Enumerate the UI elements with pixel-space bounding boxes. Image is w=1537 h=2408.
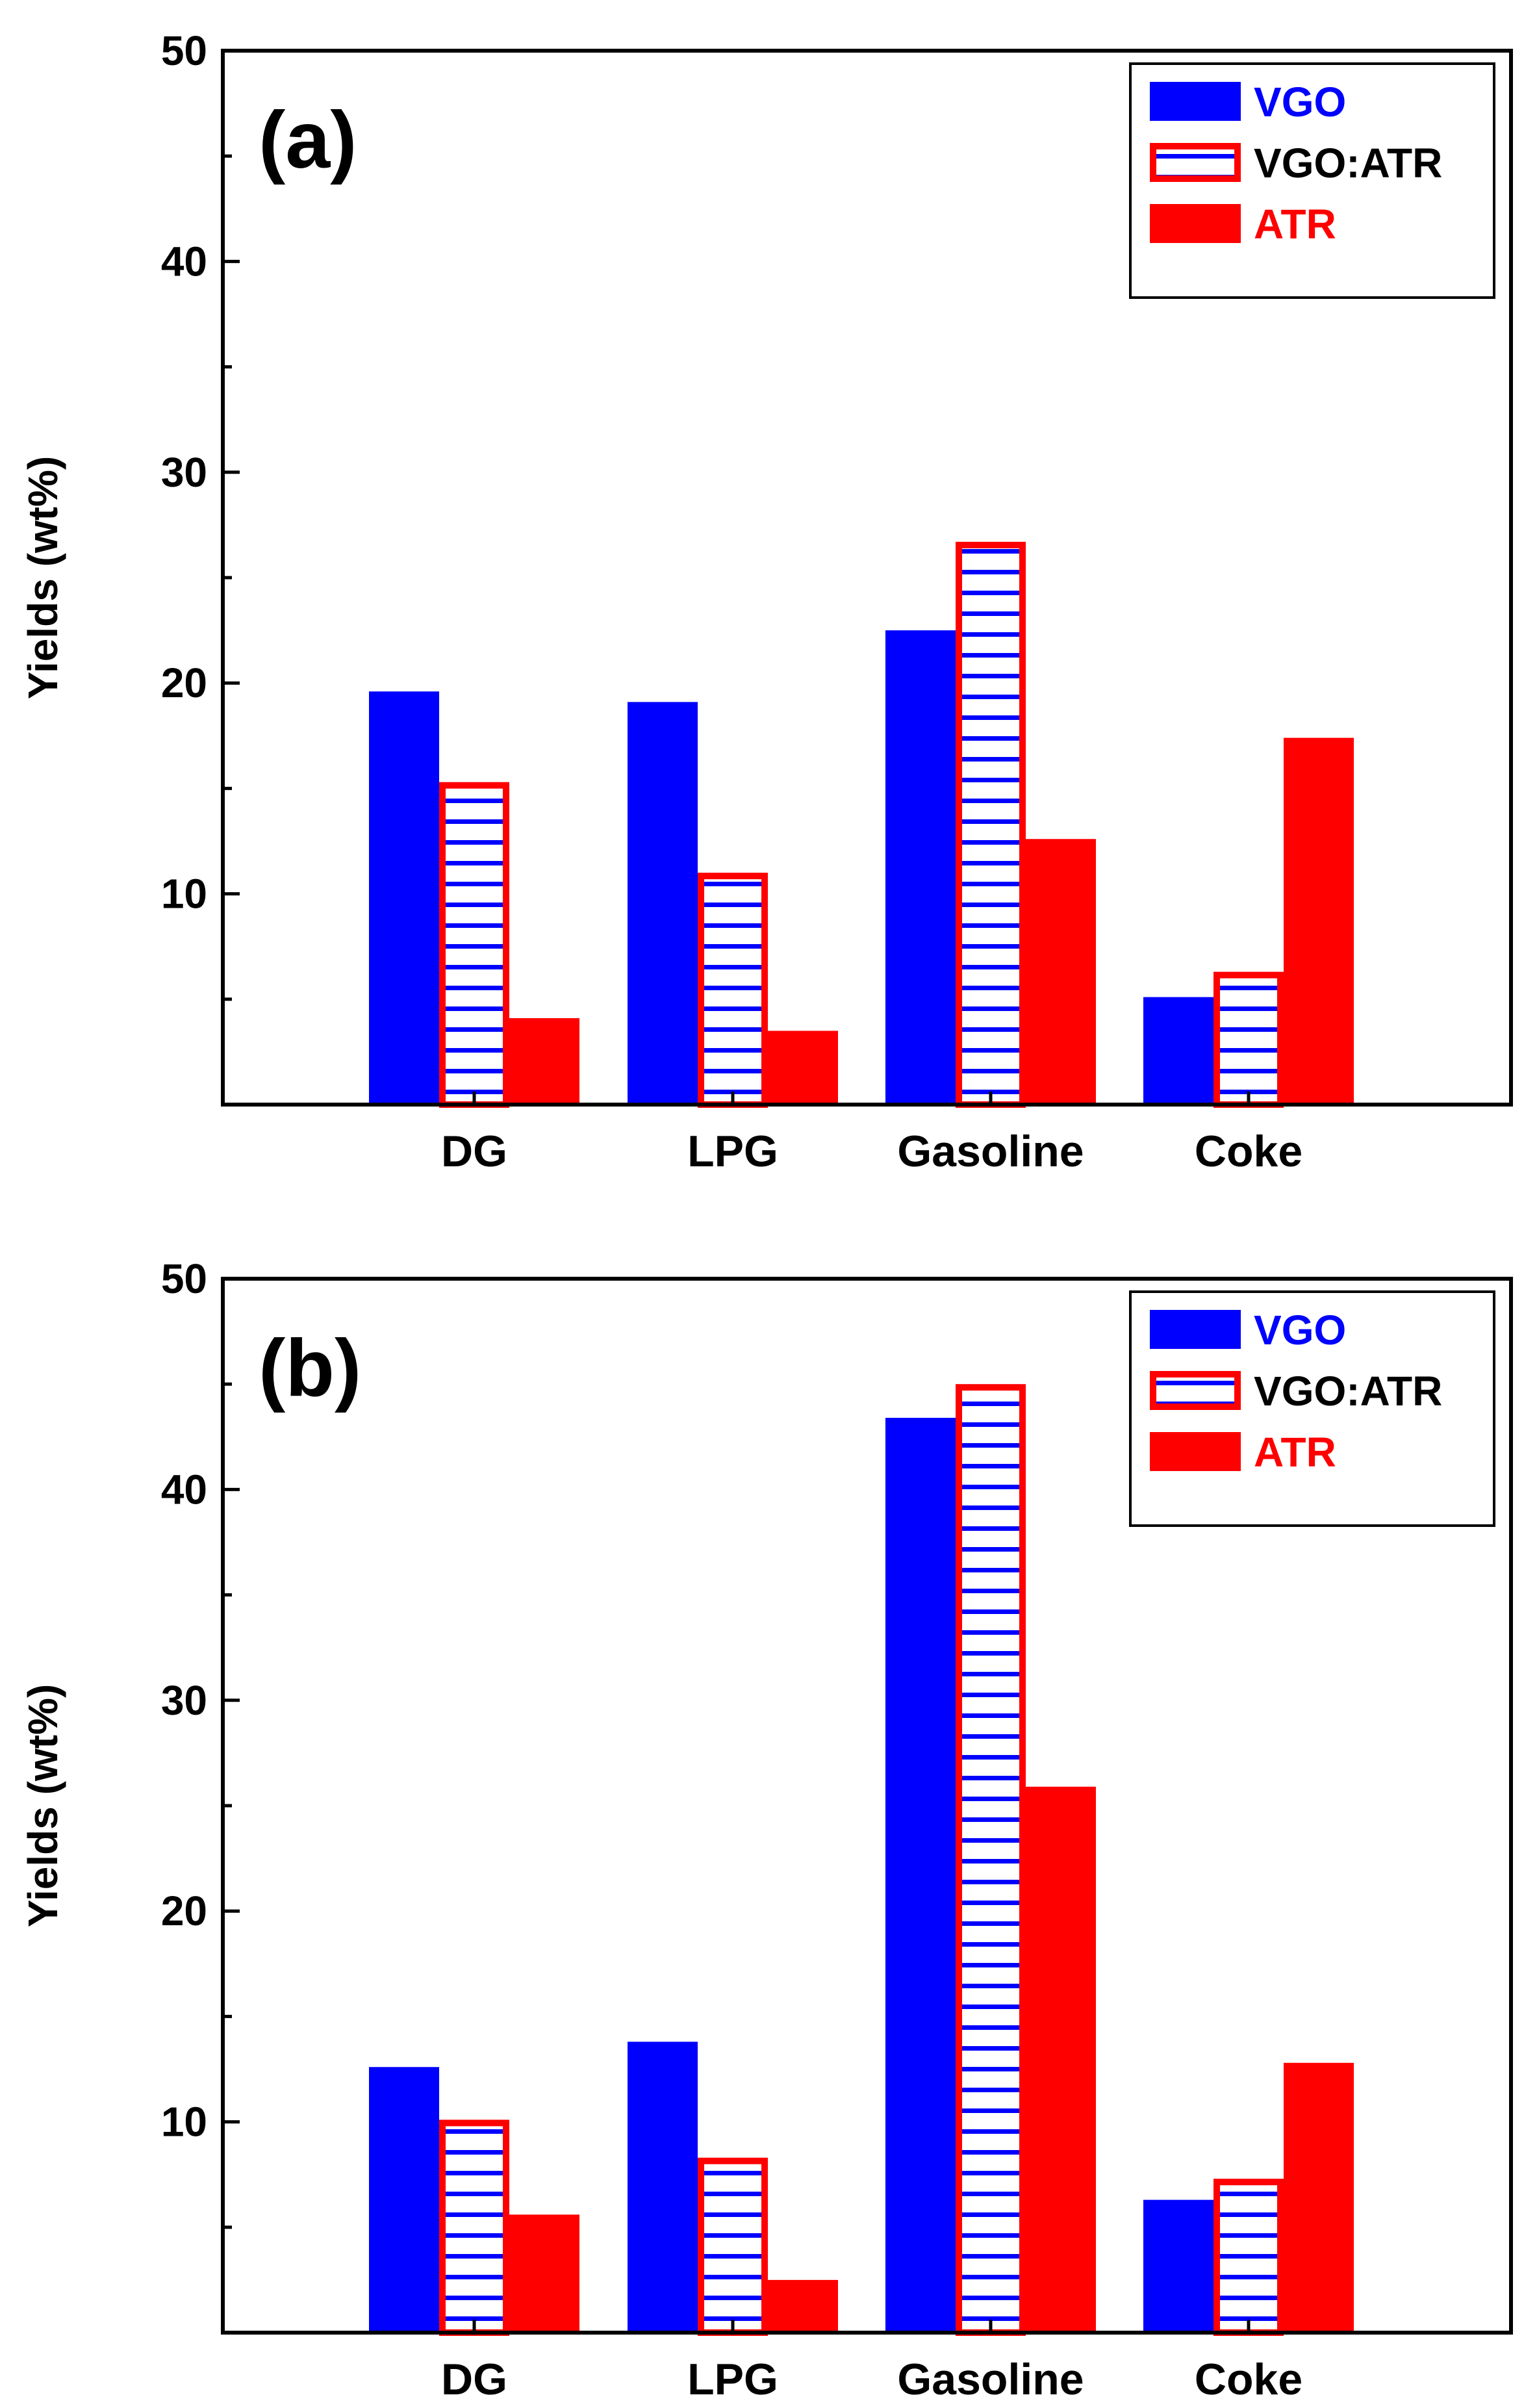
x-tick-label-lpg: LPG: [687, 1127, 778, 1176]
bar-vgo-atr-lpg: [698, 873, 768, 1108]
y-tick-label: 10: [161, 2099, 207, 2145]
y-tick-label: 10: [161, 871, 207, 917]
bar-vgo-atr-gasoline: [956, 1384, 1026, 2336]
legend-swatch-atr: [1150, 1432, 1241, 1471]
legend-label-vgo: VGO: [1254, 79, 1346, 125]
legend-swatch-vgo: [1150, 1310, 1241, 1349]
legend-swatch-vgo-atr: [1150, 1371, 1241, 1410]
bar-vgo-atr-lpg: [698, 2157, 768, 2337]
legend-swatch-vgo-atr: [1150, 143, 1241, 182]
y-axis-label: Yields (wt%): [19, 1684, 66, 1928]
y-tick-label: 40: [161, 238, 207, 285]
bar-vgo-coke: [1143, 2199, 1213, 2333]
panel-a: 10 20 30 40 50 DG LPG Gasoline Coke Yields (wt%) (…: [19, 27, 1513, 1176]
bar-vgo-atr-dg: [439, 2120, 509, 2336]
x-tick-label-dg: DG: [441, 2355, 507, 2404]
x-tick-label-gasoline: Gasoline: [897, 1127, 1084, 1176]
panel-label: (a): [259, 96, 357, 185]
bar-vgo-lpg: [628, 2042, 698, 2333]
bar-atr-coke: [1284, 2062, 1354, 2333]
y-tick-label: 40: [161, 1466, 207, 1513]
bar-atr-gasoline: [1026, 839, 1096, 1105]
bar-vgo-dg: [369, 691, 439, 1105]
y-tick-label: 20: [161, 660, 207, 706]
y-axis-label: Yields (wt%): [19, 456, 66, 700]
x-tick-label-coke: Coke: [1195, 1127, 1302, 1176]
x-tick-label-dg: DG: [441, 1127, 507, 1176]
y-tick-label: 20: [161, 1888, 207, 1934]
bar-atr-coke: [1284, 737, 1354, 1105]
y-tick-label: 30: [161, 449, 207, 496]
legend-label-atr: ATR: [1254, 1429, 1336, 1476]
y-tick-label: 50: [161, 27, 207, 74]
x-tick-label-coke: Coke: [1195, 2355, 1302, 2404]
bar-vgo-gasoline: [885, 1418, 956, 2333]
legend-label-vgo: VGO: [1254, 1307, 1346, 1353]
bar-atr-lpg: [768, 2279, 838, 2333]
legend-label-vgo-atr: VGO:ATR: [1254, 140, 1442, 186]
bar-vgo-dg: [369, 2067, 439, 2333]
bar-vgo-gasoline: [885, 630, 956, 1105]
x-tick-label-lpg: LPG: [687, 2355, 778, 2404]
panel-b: 10 20 30 40 50 DG LPG Gasoline Coke Yields (wt%) (…: [19, 1255, 1513, 2404]
bar-vgo-lpg: [628, 702, 698, 1105]
legend-swatch-vgo: [1150, 82, 1241, 121]
bar-vgo-atr-coke: [1213, 2179, 1284, 2336]
x-tick-label-gasoline: Gasoline: [897, 2355, 1084, 2404]
legend-label-vgo-atr: VGO:ATR: [1254, 1368, 1442, 1415]
bar-atr-gasoline: [1026, 1786, 1096, 2333]
bar-vgo-atr-dg: [439, 782, 509, 1108]
bar-vgo-atr-gasoline: [956, 541, 1026, 1108]
legend-label-atr: ATR: [1254, 201, 1336, 248]
legend-swatch-atr: [1150, 204, 1241, 243]
y-tick-label: 50: [161, 1255, 207, 1302]
bar-vgo-atr-coke: [1213, 971, 1284, 1108]
y-tick-label: 30: [161, 1677, 207, 1724]
bar-vgo-coke: [1143, 997, 1213, 1105]
bar-atr-dg: [509, 2214, 579, 2333]
bar-atr-lpg: [768, 1031, 838, 1105]
panel-label: (b): [259, 1324, 361, 1413]
bar-atr-dg: [509, 1018, 579, 1105]
